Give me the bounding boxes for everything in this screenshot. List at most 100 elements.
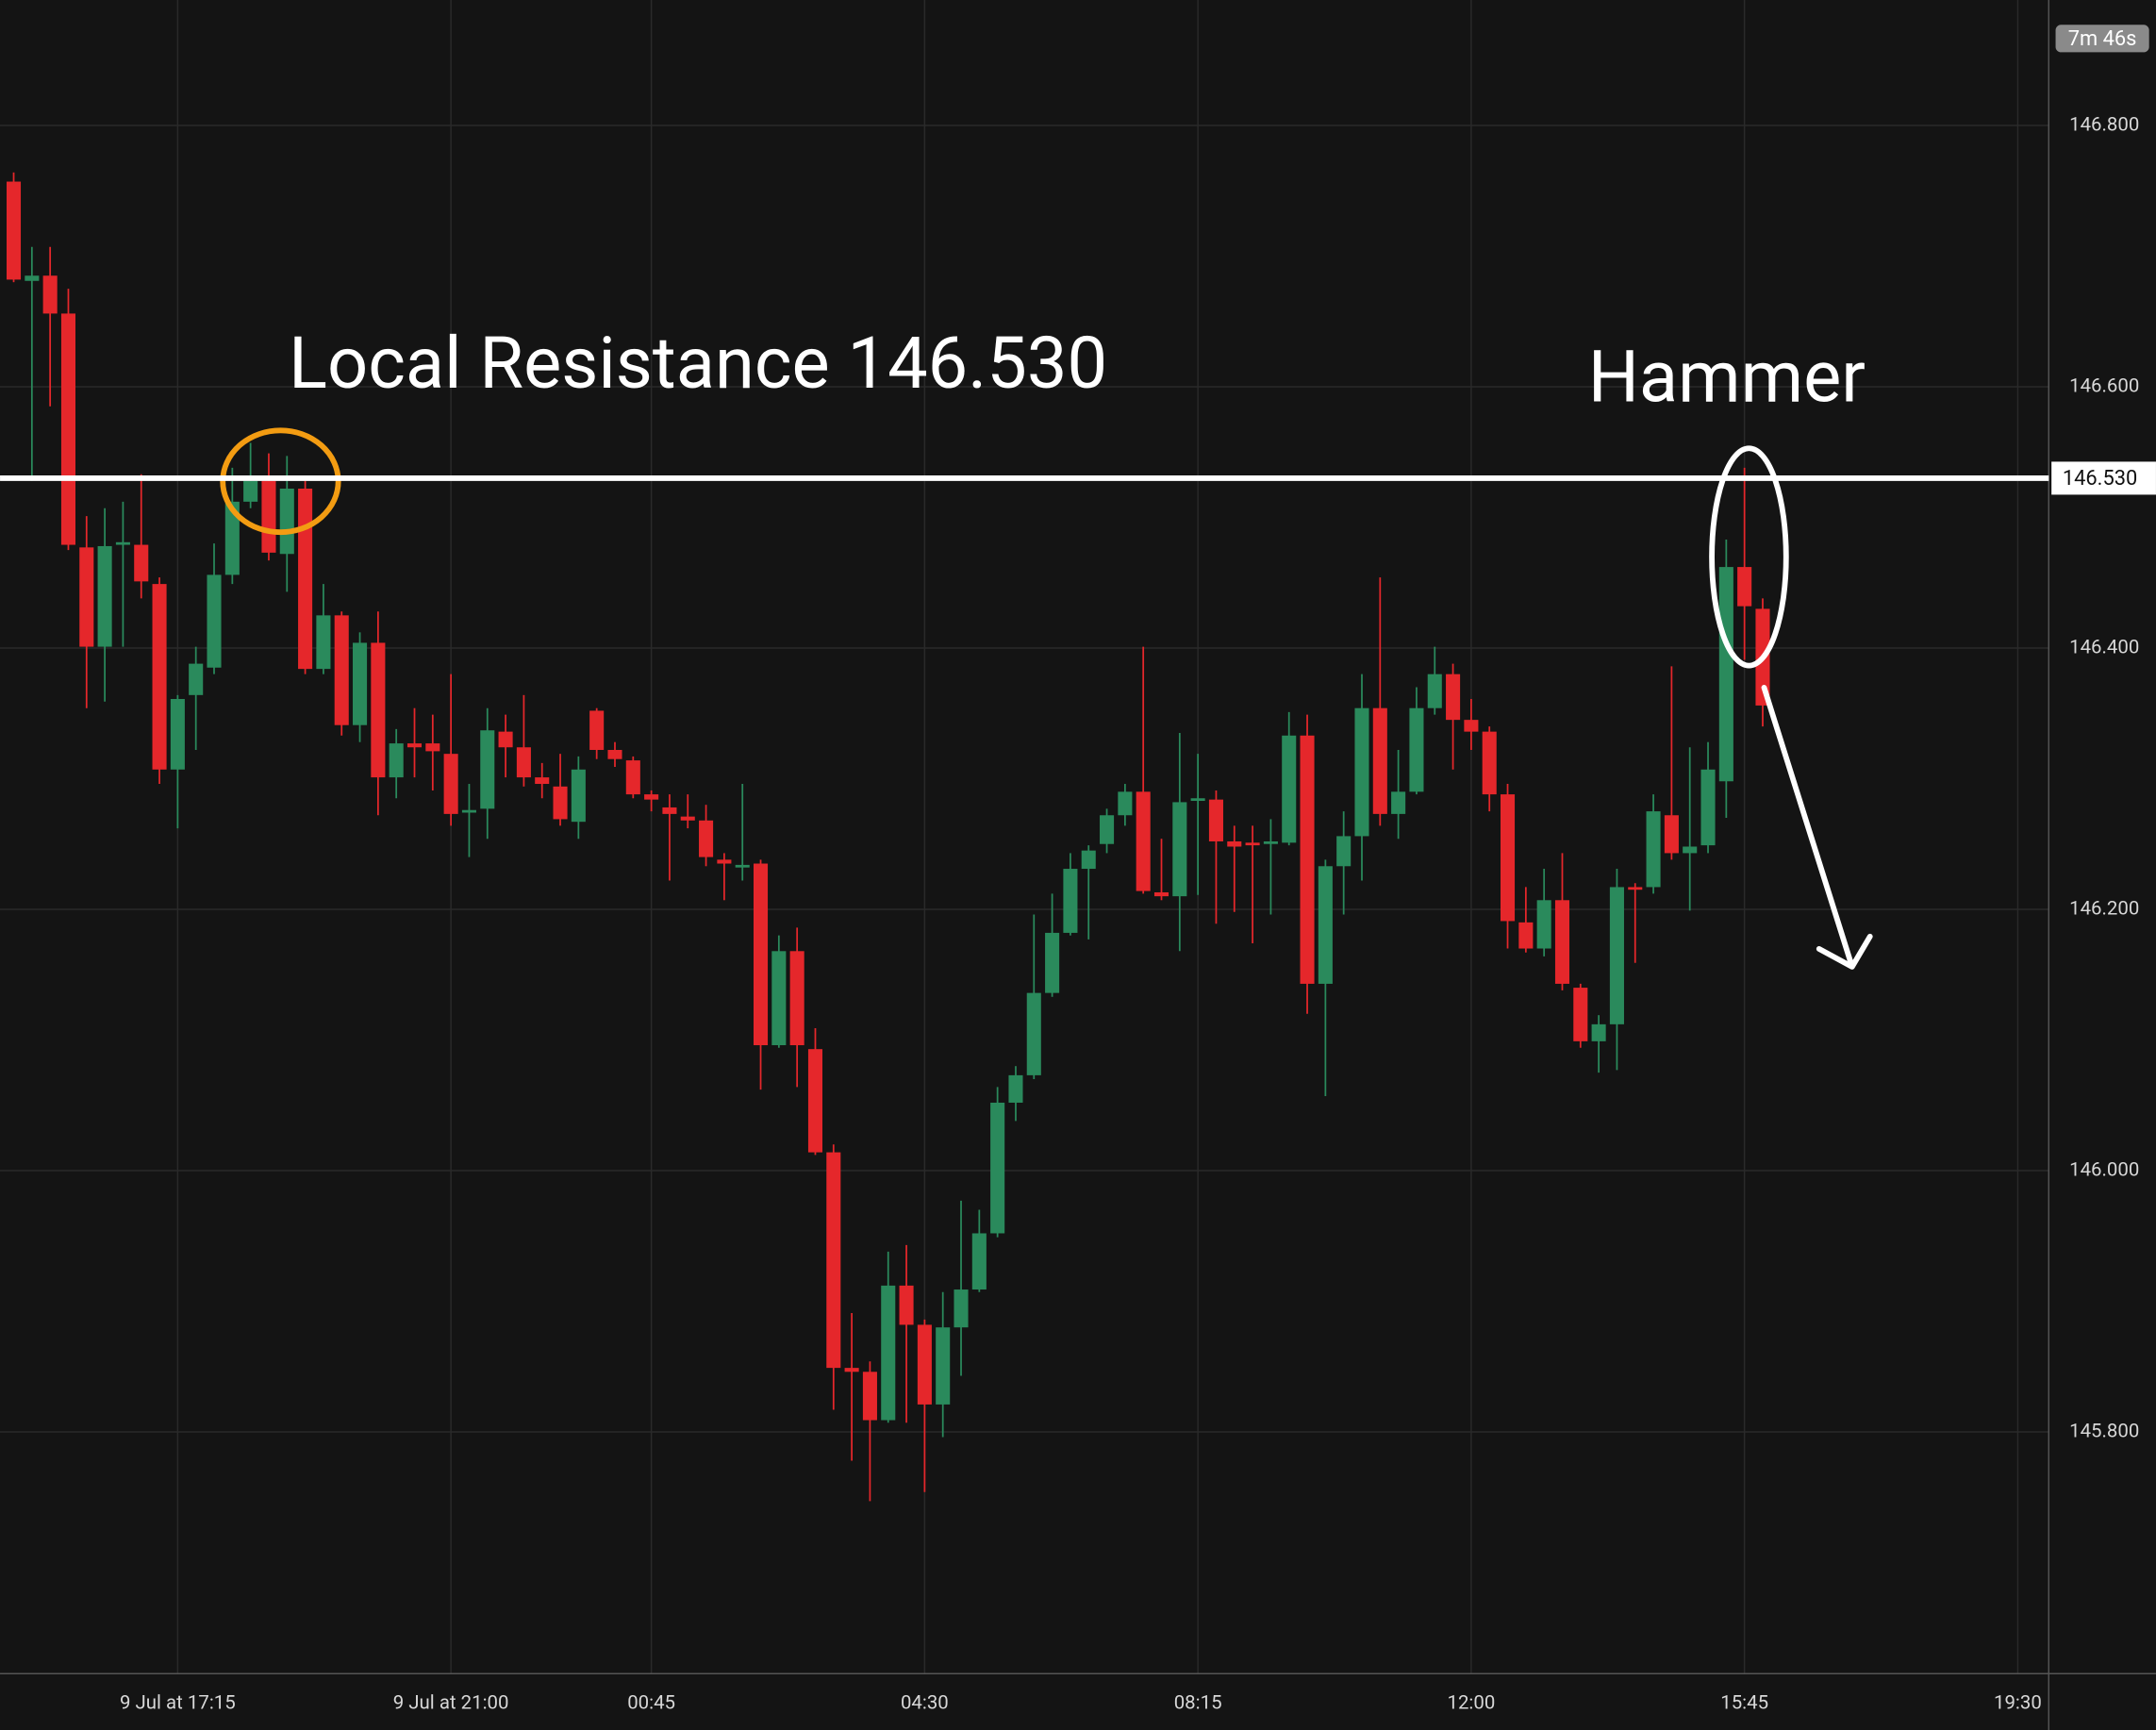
candle-body (1718, 567, 1733, 782)
candles (6, 172, 1770, 1502)
candle-body (97, 545, 112, 647)
candle-body (1336, 836, 1352, 867)
candle-body (1081, 850, 1096, 870)
candle-body (334, 615, 349, 725)
x-tick-label: 12:00 (1447, 1691, 1495, 1714)
candle-body (789, 951, 804, 1046)
candle-body (1354, 707, 1369, 837)
candle-body (79, 547, 94, 647)
candle-body (1427, 674, 1442, 708)
candle-body (152, 584, 167, 770)
candle-body (170, 698, 185, 770)
candle-body (1282, 735, 1297, 843)
candle-body (535, 777, 550, 785)
candle-body (571, 769, 586, 823)
candle-body (680, 816, 695, 821)
candle-body (553, 786, 568, 820)
candle-body (771, 951, 787, 1046)
candle-body (461, 809, 476, 813)
candle-body (480, 730, 495, 809)
hammer-highlight (1709, 445, 1789, 669)
y-tick-label: 146.400 (2069, 635, 2139, 657)
y-tick-label: 145.800 (2069, 1419, 2139, 1441)
x-tick-label: 04:30 (901, 1691, 949, 1714)
resistance-tag (2051, 461, 2156, 495)
candle-body (516, 747, 531, 778)
candle-body (443, 754, 458, 814)
candle-body (1045, 932, 1060, 993)
candle-body (1700, 769, 1716, 846)
timer-badge (2055, 25, 2149, 53)
candle-body (1318, 866, 1333, 984)
candle-body (971, 1233, 987, 1290)
candle-body (625, 760, 640, 795)
candle-body (1227, 840, 1242, 847)
candle-body (1554, 900, 1570, 984)
candle-body (298, 489, 313, 670)
candle-body (207, 574, 222, 668)
candle-body (589, 710, 605, 751)
resistance-highlight (220, 427, 341, 536)
candle-body (279, 489, 294, 555)
x-tick-label: 19:30 (1994, 1691, 2042, 1714)
candle-body (1683, 846, 1698, 854)
candle-body (115, 541, 130, 545)
candle-body (134, 544, 149, 582)
candle-body (1300, 735, 1315, 984)
candle-body (881, 1285, 896, 1421)
candle-body (954, 1289, 969, 1328)
candle-body (316, 615, 331, 670)
candle-body (189, 663, 204, 695)
candle-body (389, 743, 404, 778)
candle-body (261, 480, 276, 553)
annotation-hammer: Hammer (1588, 336, 1866, 420)
grid (0, 0, 2049, 1674)
candle-body (498, 731, 513, 748)
candle-body (1263, 840, 1278, 844)
candle-body (1172, 802, 1187, 897)
candle-body (1482, 731, 1497, 795)
candle-body (899, 1285, 914, 1325)
candle-body (1518, 922, 1534, 949)
candle-body (862, 1372, 877, 1421)
candle-body (1591, 1023, 1606, 1041)
candle-body (699, 820, 714, 857)
candle-body (1118, 791, 1133, 816)
candle-body (1063, 869, 1078, 933)
candle-body (917, 1324, 932, 1405)
candle-body (1464, 720, 1479, 732)
x-tick-label: 9 Jul at 17:15 (120, 1691, 236, 1714)
candle-body (644, 794, 659, 800)
candle-body (1409, 707, 1424, 792)
down-arrow (1761, 685, 1873, 970)
candle-body (1737, 567, 1752, 607)
candle-body (735, 864, 750, 868)
candle-body (1372, 707, 1387, 814)
candle-body (1646, 811, 1661, 888)
candle-body (1391, 791, 1406, 814)
y-tick-label: 146.800 (2069, 112, 2139, 135)
candle-body (353, 642, 368, 725)
candle-body (1245, 842, 1260, 846)
candle-body (990, 1102, 1005, 1234)
x-tick-label: 00:45 (627, 1691, 675, 1714)
candle-body (662, 807, 677, 814)
y-tick-label: 146.600 (2069, 374, 2139, 396)
candle-body (224, 501, 240, 575)
candle-body (1609, 887, 1624, 1024)
candle-body (425, 743, 440, 752)
y-tick-label: 146.000 (2069, 1157, 2139, 1180)
candle-body (60, 313, 76, 545)
x-tick-label: 08:15 (1174, 1691, 1222, 1714)
candle-body (807, 1049, 823, 1153)
candle-body (826, 1152, 841, 1369)
annotation-resistance: Local Resistance 146.530 (289, 322, 1107, 406)
candle-body (1536, 900, 1551, 949)
resistance-label: 146.530 (2063, 467, 2137, 491)
y-tick-label: 146.200 (2069, 896, 2139, 919)
candle-body (1153, 891, 1169, 897)
candle-body (1208, 799, 1223, 841)
